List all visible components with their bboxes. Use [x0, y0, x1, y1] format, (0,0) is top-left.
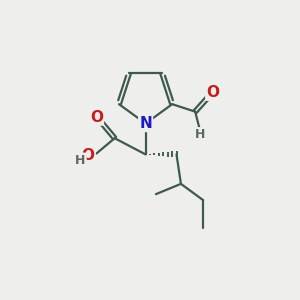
Text: H: H	[75, 154, 86, 166]
Text: O: O	[206, 85, 219, 100]
Text: N: N	[139, 116, 152, 131]
Text: O: O	[90, 110, 103, 124]
Text: H: H	[194, 128, 205, 141]
Text: O: O	[82, 148, 95, 164]
